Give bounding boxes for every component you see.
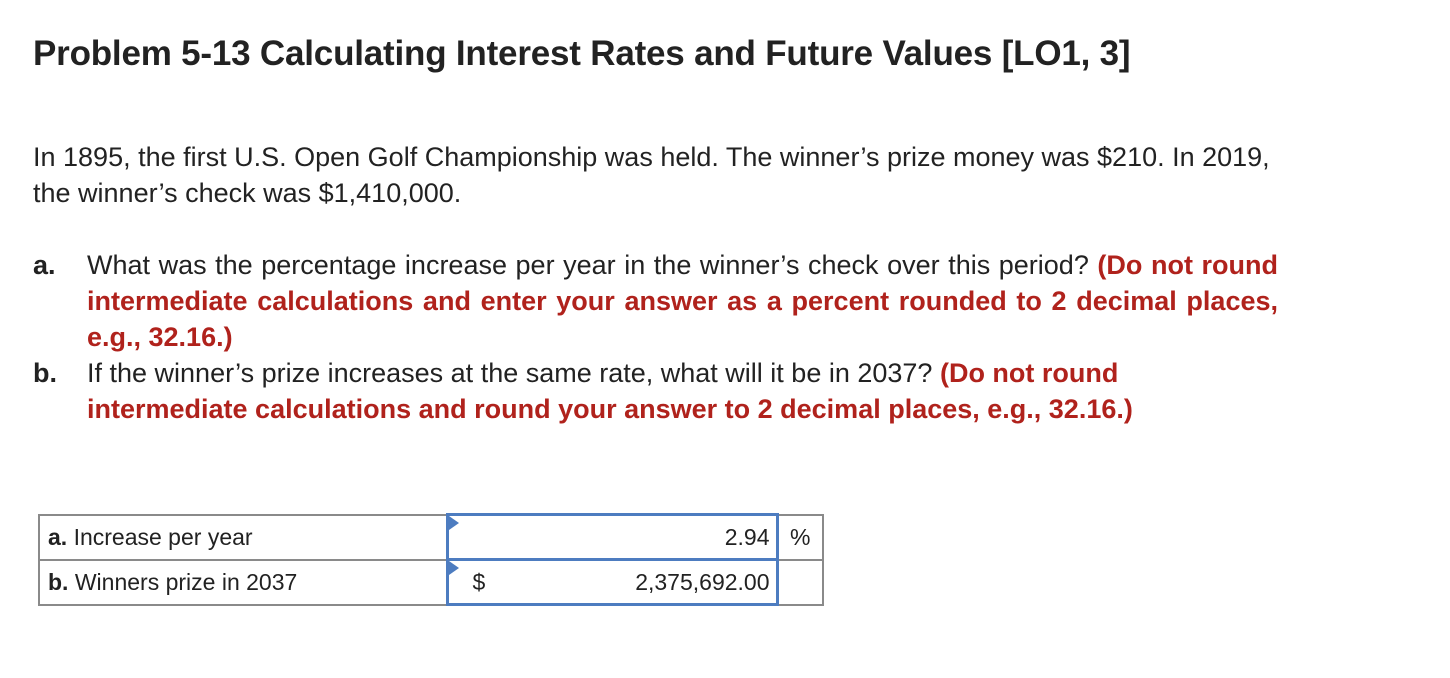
question-text: If the winner’s prize increases at the s… <box>87 358 933 388</box>
question-body: What was the percentage increase per yea… <box>87 247 1278 355</box>
question-body: If the winner’s prize increases at the s… <box>87 355 1278 427</box>
increase-per-year-input[interactable]: 2.94 <box>445 513 779 561</box>
answer-label: a. Increase per year <box>38 513 448 561</box>
answer-table: a. Increase per year 2.94 % b. Winners p… <box>38 513 824 606</box>
winners-prize-input[interactable]: $ 2,375,692.00 <box>445 558 779 606</box>
unit-label <box>776 558 824 606</box>
input-flag-icon <box>448 516 459 530</box>
unit-label: % <box>776 513 824 561</box>
problem-intro: In 1895, the first U.S. Open Golf Champi… <box>33 142 1270 208</box>
question-text: What was the percentage increase per yea… <box>87 250 1089 280</box>
answer-letter: b. <box>48 568 69 595</box>
question-a: a. What was the percentage increase per … <box>33 247 1278 355</box>
question-list: a. What was the percentage increase per … <box>33 247 1278 427</box>
question-b: b. If the winner’s prize increases at th… <box>33 355 1278 427</box>
answer-label-text: Winners prize in 2037 <box>74 568 298 595</box>
answer-label-text: Increase per year <box>73 523 253 550</box>
problem-title: Problem 5-13 Calculating Interest Rates … <box>33 34 1131 73</box>
answer-value[interactable]: 2,375,692.00 <box>635 568 770 595</box>
input-flag-icon <box>448 561 459 575</box>
answer-row-a: a. Increase per year 2.94 % <box>38 513 824 561</box>
currency-symbol: $ <box>472 568 486 595</box>
question-letter: a. <box>33 250 56 280</box>
answer-label: b. Winners prize in 2037 <box>38 558 448 606</box>
answer-value[interactable]: 2.94 <box>724 523 770 550</box>
question-instruction: (Do not round intermediate calculations … <box>87 250 1278 352</box>
question-letter: b. <box>33 358 57 388</box>
answer-row-b: b. Winners prize in 2037 $ 2,375,692.00 <box>38 558 824 606</box>
answer-letter: a. <box>48 523 68 550</box>
question-instruction: (Do not round intermediate calculations … <box>87 358 1133 424</box>
